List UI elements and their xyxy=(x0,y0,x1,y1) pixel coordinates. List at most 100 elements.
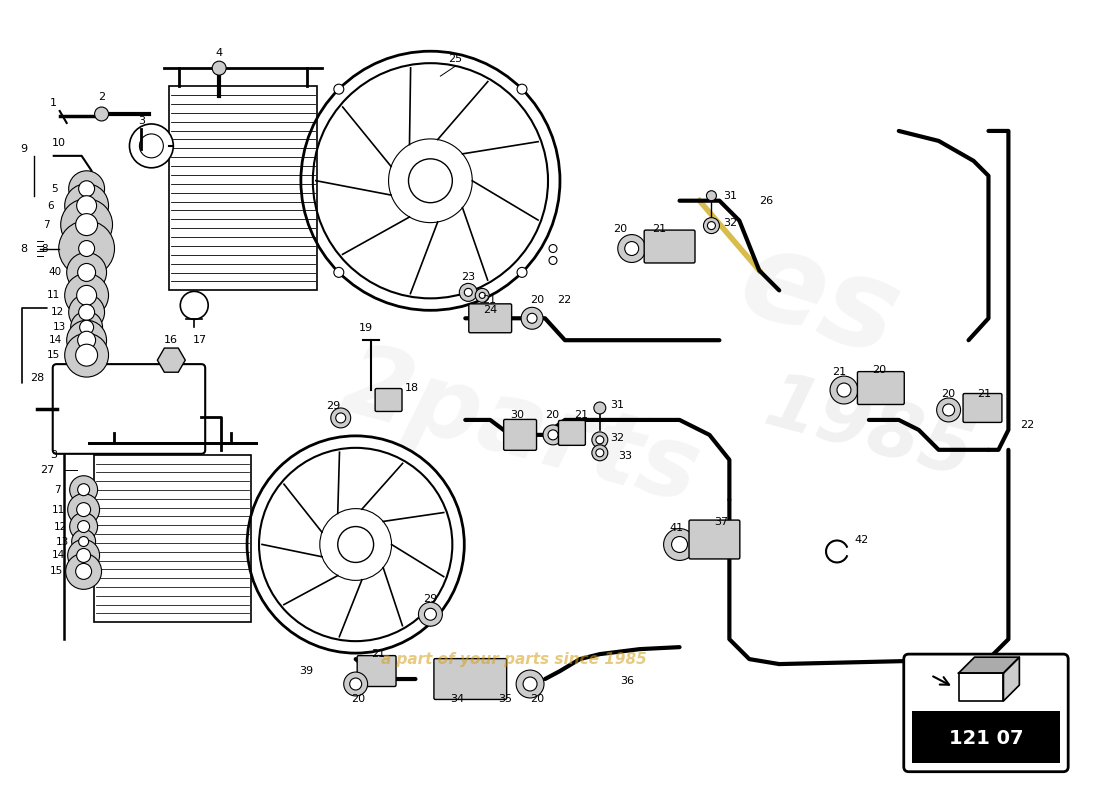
Text: 4: 4 xyxy=(216,48,222,58)
Circle shape xyxy=(543,425,563,445)
Text: a part of your parts since 1985: a part of your parts since 1985 xyxy=(381,651,647,666)
Circle shape xyxy=(521,307,543,330)
Text: 20: 20 xyxy=(351,694,365,704)
Text: 33: 33 xyxy=(618,451,631,461)
Circle shape xyxy=(67,253,107,292)
Text: 13: 13 xyxy=(53,322,66,332)
Text: 39: 39 xyxy=(299,666,312,676)
Text: 14: 14 xyxy=(48,335,62,346)
FancyBboxPatch shape xyxy=(504,419,537,450)
Bar xyxy=(169,86,317,290)
Circle shape xyxy=(594,402,606,414)
Circle shape xyxy=(517,84,527,94)
Circle shape xyxy=(596,436,604,444)
Text: 19: 19 xyxy=(359,323,373,334)
Text: 8: 8 xyxy=(20,243,28,254)
Circle shape xyxy=(937,398,960,422)
Circle shape xyxy=(60,198,112,250)
Text: 28: 28 xyxy=(30,373,44,383)
Circle shape xyxy=(76,214,98,235)
Circle shape xyxy=(704,218,719,234)
Circle shape xyxy=(78,304,95,320)
Text: 15: 15 xyxy=(47,350,60,360)
Text: 32: 32 xyxy=(724,218,737,228)
Circle shape xyxy=(837,383,851,397)
Circle shape xyxy=(336,413,345,423)
Text: es: es xyxy=(725,218,913,382)
FancyBboxPatch shape xyxy=(645,230,695,263)
Text: 22: 22 xyxy=(1021,420,1035,430)
Circle shape xyxy=(67,320,107,360)
Text: 2parts: 2parts xyxy=(331,336,710,524)
Text: 42: 42 xyxy=(854,534,868,545)
Circle shape xyxy=(78,181,95,197)
Text: 21: 21 xyxy=(482,295,496,306)
Circle shape xyxy=(76,563,91,579)
Text: 18: 18 xyxy=(405,383,419,393)
Text: 21: 21 xyxy=(371,649,385,659)
Circle shape xyxy=(517,267,527,278)
Text: 15: 15 xyxy=(50,566,63,577)
Text: 1: 1 xyxy=(51,98,57,108)
Text: 26: 26 xyxy=(759,196,773,206)
Bar xyxy=(912,710,1060,763)
Text: 24: 24 xyxy=(483,306,497,315)
Circle shape xyxy=(663,529,695,561)
Text: 21: 21 xyxy=(574,410,589,420)
Circle shape xyxy=(480,292,485,298)
Text: 5: 5 xyxy=(51,184,57,194)
Circle shape xyxy=(524,677,537,691)
Circle shape xyxy=(77,549,90,562)
Circle shape xyxy=(66,554,101,590)
Circle shape xyxy=(618,234,646,262)
Text: 40: 40 xyxy=(48,267,62,278)
FancyBboxPatch shape xyxy=(469,304,512,333)
Circle shape xyxy=(706,190,716,201)
FancyBboxPatch shape xyxy=(358,656,396,686)
Circle shape xyxy=(69,476,98,504)
Circle shape xyxy=(77,196,97,216)
Circle shape xyxy=(78,484,89,496)
Circle shape xyxy=(77,502,90,517)
Text: 121 07: 121 07 xyxy=(948,730,1023,748)
Circle shape xyxy=(625,242,639,255)
Text: 20: 20 xyxy=(544,410,559,420)
Circle shape xyxy=(77,286,97,306)
Text: 20: 20 xyxy=(872,365,886,375)
Circle shape xyxy=(65,274,109,318)
Circle shape xyxy=(68,494,100,526)
Text: 30: 30 xyxy=(510,410,524,420)
Circle shape xyxy=(78,521,89,533)
Circle shape xyxy=(343,672,367,696)
Circle shape xyxy=(475,288,490,302)
Circle shape xyxy=(516,670,544,698)
Circle shape xyxy=(72,530,96,554)
Text: 12: 12 xyxy=(51,307,64,318)
Circle shape xyxy=(331,408,351,428)
Polygon shape xyxy=(1003,657,1020,701)
Circle shape xyxy=(68,294,104,330)
Text: 20: 20 xyxy=(942,389,956,399)
Circle shape xyxy=(592,445,608,461)
Circle shape xyxy=(548,430,558,440)
Text: 11: 11 xyxy=(47,290,60,300)
Text: 34: 34 xyxy=(450,694,464,704)
FancyBboxPatch shape xyxy=(964,394,1002,422)
FancyBboxPatch shape xyxy=(375,389,402,411)
FancyBboxPatch shape xyxy=(433,658,507,699)
Circle shape xyxy=(464,288,472,296)
Circle shape xyxy=(549,245,557,253)
Circle shape xyxy=(79,320,94,334)
Polygon shape xyxy=(157,348,185,372)
Text: 31: 31 xyxy=(609,400,624,410)
Circle shape xyxy=(65,184,109,228)
Text: 21: 21 xyxy=(832,367,846,377)
Text: 37: 37 xyxy=(714,517,728,526)
Circle shape xyxy=(95,107,109,121)
Text: 29: 29 xyxy=(326,401,340,411)
Circle shape xyxy=(180,291,208,319)
Circle shape xyxy=(527,314,537,323)
Text: 27: 27 xyxy=(40,465,54,474)
Text: 6: 6 xyxy=(47,201,54,210)
Text: 9: 9 xyxy=(20,144,28,154)
